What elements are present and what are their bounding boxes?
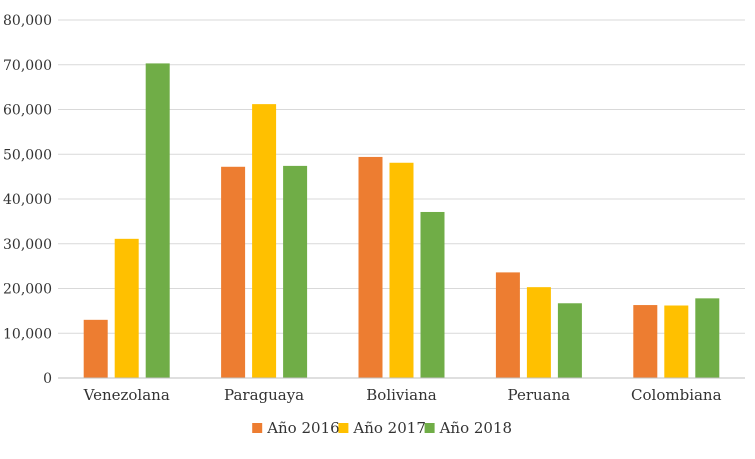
legend-label: Año 2016 xyxy=(266,419,339,437)
y-tick-label: 60,000 xyxy=(3,103,52,119)
x-category-label: Paraguaya xyxy=(224,386,304,404)
x-axis-category-labels: Venezolana Paraguaya Boliviana Peruana Colom… xyxy=(83,386,722,404)
x-category-label: Colombiana xyxy=(631,386,722,404)
bar-peruana-2 xyxy=(526,287,551,378)
bar-paraguaya-3 xyxy=(283,165,308,378)
bar-peruana-1 xyxy=(495,272,520,378)
bars xyxy=(83,63,720,378)
y-tick-label: 50,000 xyxy=(3,147,52,163)
bar-boliviana-1 xyxy=(358,156,383,378)
y-tick-label: 30,000 xyxy=(3,237,52,253)
x-category-label: Venezolana xyxy=(83,386,170,404)
bar-venezolana-2 xyxy=(114,238,139,378)
bar-venezolana-1 xyxy=(83,319,108,378)
legend-swatch xyxy=(424,423,435,433)
bar-peruana-3 xyxy=(557,303,582,378)
bar-paraguaya-1 xyxy=(221,166,246,378)
bar-colombiana-2 xyxy=(664,305,689,378)
y-tick-label: 70,000 xyxy=(3,58,52,74)
bar-boliviana-3 xyxy=(420,211,445,378)
y-axis-tick-labels: 0 10,000 20,000 30,000 40,000 50,000 60,000 70,… xyxy=(3,13,52,387)
bar-paraguaya-2 xyxy=(252,104,277,378)
bar-colombiana-1 xyxy=(633,305,658,378)
y-tick-label: 0 xyxy=(43,371,52,387)
legend-label: Año 2017 xyxy=(352,419,425,437)
x-category-label: Peruana xyxy=(508,386,571,404)
y-tick-label: 40,000 xyxy=(3,192,52,208)
legend-label: Año 2018 xyxy=(439,419,512,437)
legend-swatch xyxy=(252,423,263,433)
legend: Año 2016 Año 2017 Año 2018 xyxy=(252,419,512,437)
bar-colombiana-3 xyxy=(695,298,720,378)
bar-venezolana-3 xyxy=(145,63,170,378)
legend-swatch xyxy=(338,423,349,433)
bar-boliviana-2 xyxy=(389,162,414,378)
y-tick-label: 80,000 xyxy=(3,13,52,29)
x-category-label: Boliviana xyxy=(366,386,437,404)
y-tick-label: 20,000 xyxy=(3,282,52,298)
y-tick-label: 10,000 xyxy=(3,326,52,342)
